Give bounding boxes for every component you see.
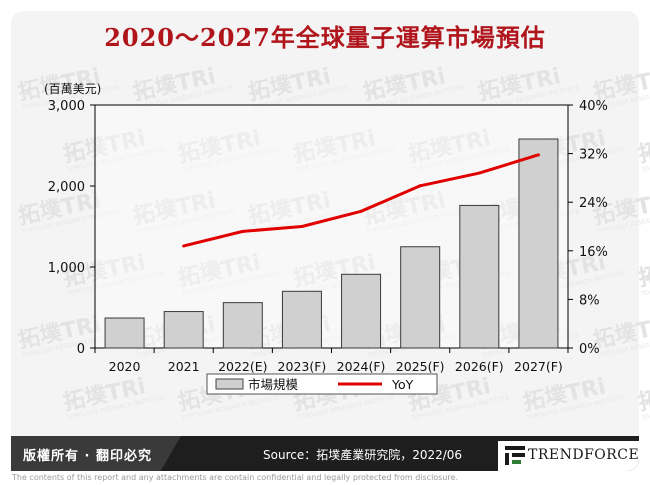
legend-label-line: YoY [391, 377, 414, 392]
left-axis-tick-label: 2,000 [48, 180, 85, 195]
trendforce-logo-icon [505, 446, 525, 465]
bar [459, 204, 500, 349]
right-axis-tick-label: 32% [579, 148, 608, 163]
disclaimer-text: The contents of this report and any atta… [12, 473, 458, 482]
yoy-point [182, 244, 186, 248]
x-axis-tick-label: 2020 [109, 359, 141, 374]
right-axis-tick-label: 24% [579, 196, 608, 211]
rights-text: 版權所有 · 翻印必究 [23, 449, 152, 464]
x-axis-tick-label: 2021 [168, 359, 200, 374]
bar [518, 138, 559, 349]
legend-label-bars: 市場規模 [248, 377, 299, 392]
bar [281, 290, 322, 349]
right-axis-tick-label: 0% [579, 342, 600, 357]
left-axis-tick-label: 1,000 [48, 261, 85, 276]
x-axis-tick-label: 2023(F) [278, 359, 327, 374]
yoy-point [241, 229, 245, 233]
watermark-logo: 拓墣TRi [636, 250, 650, 292]
page-title: 2020～2027年全球量子運算市場預估 [104, 23, 546, 52]
yoy-point [536, 153, 540, 157]
yoy-point [418, 184, 422, 188]
left-axis-tick-label: 3,000 [48, 99, 85, 114]
unit-label: (百萬美元) [44, 82, 101, 96]
bar [104, 317, 145, 349]
footer-rights-panel: 版權所有 · 翻印必究 [11, 436, 181, 471]
source-text: Source：拓墣產業研究院，2022/06 [263, 448, 463, 462]
watermark-logo: 拓墣TRi [636, 374, 650, 416]
brand-logo: TRENDFORCE [498, 441, 639, 471]
right-axis-tick-label: 8% [579, 293, 600, 308]
bar [400, 246, 441, 349]
bar [163, 311, 204, 349]
left-axis-tick-label: 0 [77, 342, 85, 357]
x-axis-tick-label: 2022(E) [218, 359, 267, 374]
right-axis-tick-label: 40% [579, 99, 608, 114]
x-axis-tick-label: 2026(F) [455, 359, 504, 374]
footer-bar: 版權所有 · 翻印必究 Source：拓墣產業研究院，2022/06 TREND… [11, 436, 639, 471]
x-axis-tick-label: 2024(F) [337, 359, 386, 374]
yoy-point [477, 171, 481, 175]
legend-swatch-bars [215, 378, 244, 390]
brand-name: TRENDFORCE [528, 447, 640, 463]
right-axis-tick-label: 16% [579, 245, 608, 260]
bar [341, 273, 382, 349]
x-axis-tick-label: 2025(F) [396, 359, 445, 374]
legend-box [206, 373, 438, 395]
yoy-point [300, 225, 304, 228]
x-axis-tick-label: 2027(F) [514, 359, 563, 374]
watermark-logo: 拓墣TRi [636, 126, 650, 168]
yoy-point [359, 209, 363, 213]
bar [222, 302, 263, 349]
